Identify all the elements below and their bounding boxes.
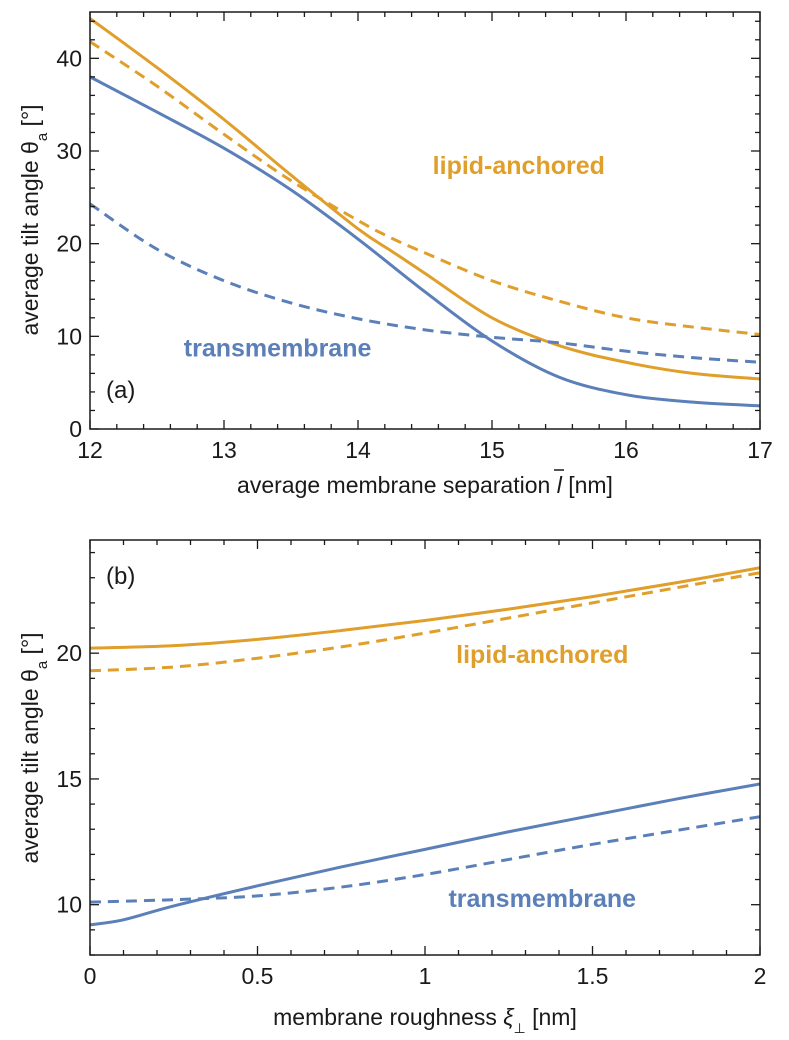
panel-b-x-axis-title: membrane roughness ξ⊥ [nm] bbox=[273, 1004, 577, 1036]
panel-a-series-lipid-anchored-solid bbox=[90, 17, 760, 381]
panel-b-curves bbox=[90, 566, 760, 927]
panel-b-series-lipid-anchored-dashed bbox=[90, 571, 760, 673]
panel-a-series-transmembrane-dashed bbox=[90, 202, 760, 364]
panel-a-annotations: lipid-anchored transmembrane bbox=[184, 152, 605, 363]
panel-a-series-transmembrane-solid bbox=[90, 75, 760, 408]
panel-b-ticks: 0 0.5 1 1.5 2 10 15 20 bbox=[56, 540, 766, 989]
panel-a-curves bbox=[90, 17, 760, 408]
panel-b-x-tick-label: 2 bbox=[754, 963, 767, 989]
panel-b-y-axis-title: average tilt angle θa [°] bbox=[17, 632, 51, 863]
panel-b-y-tick-label: 20 bbox=[56, 640, 82, 666]
panel-b-y-tick-label: 15 bbox=[56, 766, 82, 792]
panel-b-series-lipid-anchored-solid bbox=[90, 566, 760, 650]
panel-b-annotation-lipid-anchored: lipid-anchored bbox=[456, 641, 628, 669]
panel-b-tilt-vs-roughness: 0 0.5 1 1.5 2 10 15 20 (b) lipid-anchored transm… bbox=[17, 539, 766, 1036]
panel-b-frame bbox=[89, 539, 761, 956]
panel-b-series-transmembrane-solid bbox=[90, 782, 760, 927]
panel-a-series-lipid-anchored-dashed bbox=[90, 40, 760, 336]
panel-b-y-tick-label: 10 bbox=[56, 892, 82, 918]
panel-a-y-tick-label: 0 bbox=[69, 416, 82, 442]
panel-a-label: (a) bbox=[106, 377, 135, 404]
panel-a-y-tick-label: 10 bbox=[56, 323, 82, 349]
panel-a-x-tick-label: 16 bbox=[613, 437, 639, 463]
panel-b-x-tick-label: 0 bbox=[84, 963, 97, 989]
panel-b-annotation-transmembrane: transmembrane bbox=[448, 885, 636, 913]
panel-a-y-tick-label: 40 bbox=[56, 45, 82, 71]
panel-a-ticks: 12 13 14 15 16 17 0 10 20 30 40 bbox=[56, 12, 773, 463]
panel-a-x-tick-label: 12 bbox=[77, 437, 103, 463]
panel-a-x-axis-title: average membrane separation l [nm] bbox=[237, 472, 613, 498]
panel-a-x-tick-label: 13 bbox=[211, 437, 237, 463]
panel-a-tilt-vs-separation: 12 13 14 15 16 17 0 10 20 30 40 (a) lipid-anchored… bbox=[17, 11, 773, 498]
panel-b-x-tick-label: 0.5 bbox=[242, 963, 274, 989]
panel-a-x-tick-label: 17 bbox=[747, 437, 773, 463]
panel-a-frame bbox=[89, 11, 761, 430]
panel-a-annotation-transmembrane: transmembrane bbox=[184, 335, 372, 363]
panel-b-annotations: lipid-anchored transmembrane bbox=[448, 641, 636, 913]
panel-a-y-axis-title: average tilt angle θa [°] bbox=[17, 104, 51, 335]
panel-a-x-tick-label: 15 bbox=[479, 437, 505, 463]
panel-b-label: (b) bbox=[106, 563, 135, 590]
panel-b-x-tick-label: 1.5 bbox=[577, 963, 609, 989]
panel-a-annotation-lipid-anchored: lipid-anchored bbox=[433, 152, 605, 180]
panel-a-y-tick-label: 20 bbox=[56, 231, 82, 257]
panel-b-series-transmembrane-dashed bbox=[90, 815, 760, 904]
panel-a-x-tick-label: 14 bbox=[345, 437, 371, 463]
panel-a-y-tick-label: 30 bbox=[56, 138, 82, 164]
panel-b-x-tick-label: 1 bbox=[419, 963, 432, 989]
